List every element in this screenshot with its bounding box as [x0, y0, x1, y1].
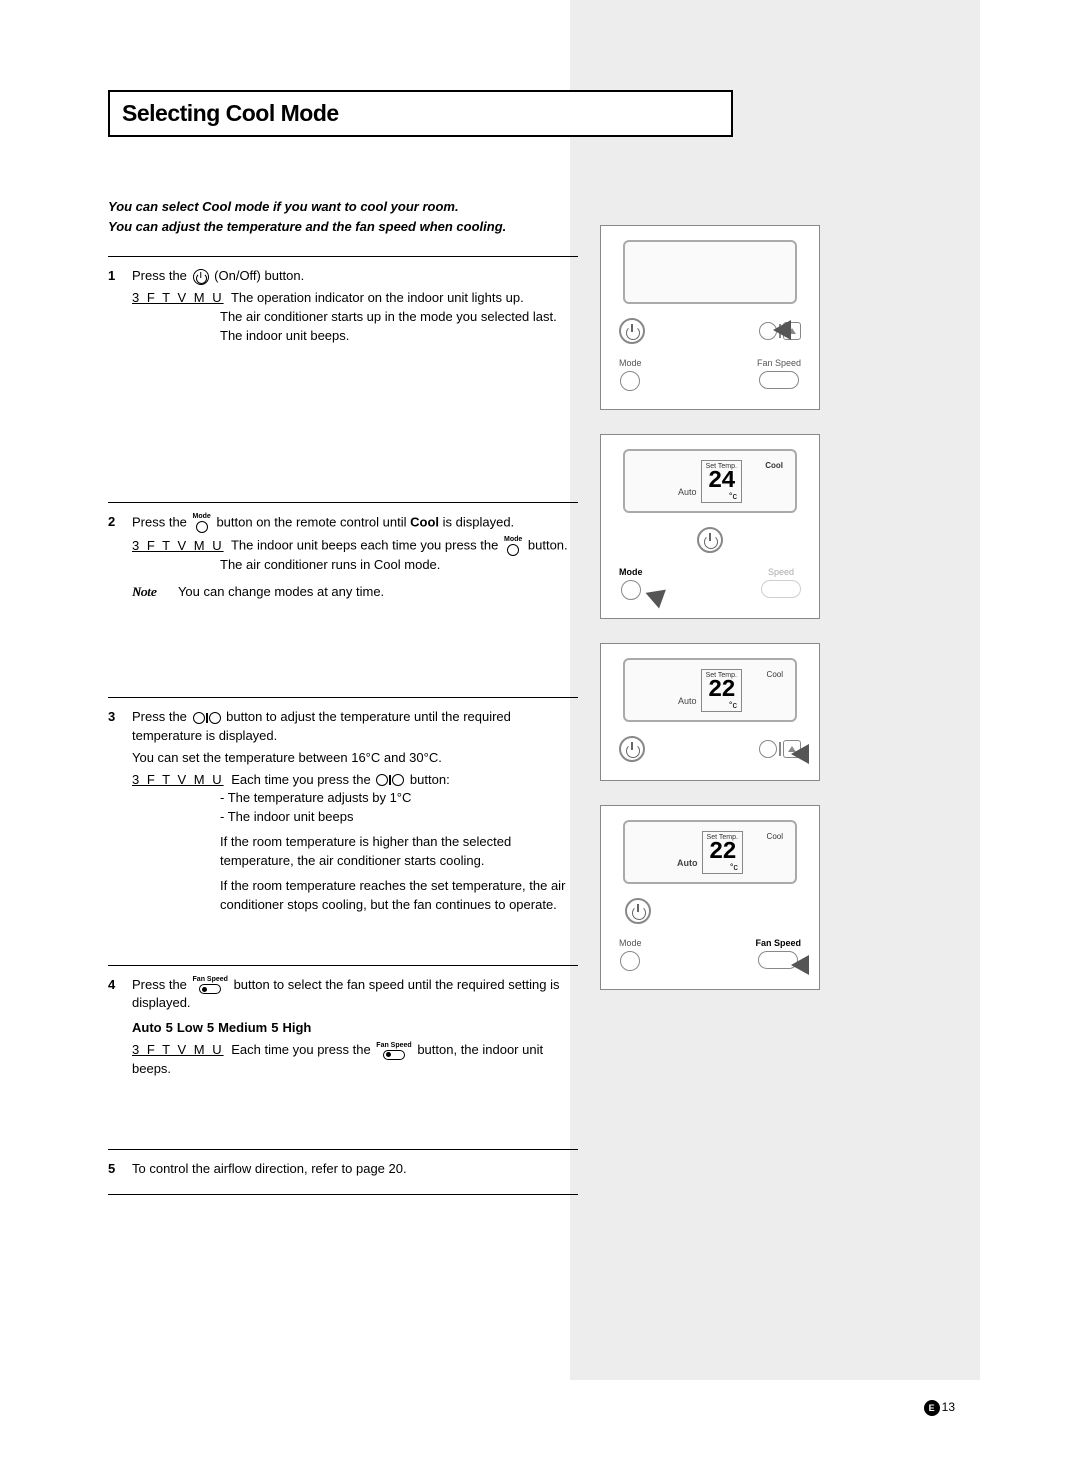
auto-label: Auto: [677, 858, 698, 868]
temperature-adjust-icon: [376, 774, 404, 786]
step-2: 2 Press the Mode button on the remote co…: [108, 502, 578, 697]
temp-display: Set Temp. 22 °c: [702, 831, 743, 874]
remote-diagrams: Mode Fan Speed Cool Auto Set Temp. 24 °c: [600, 225, 820, 1014]
step-4-result: 3 F T V M U Each time you press the Fan …: [132, 1041, 578, 1079]
result-label: 3 F T V M U: [132, 772, 224, 787]
auto-label: Auto: [678, 487, 697, 497]
remote-diagram-2: Cool Auto Set Temp. 24 °c Mode Speed: [600, 434, 820, 619]
note-label: Note: [132, 584, 157, 599]
step-2-instruction: Press the Mode button on the remote cont…: [132, 513, 578, 533]
step-4-instruction: Press the Fan Speed button to select the…: [132, 976, 578, 1014]
result-label: 3 F T V M U: [132, 538, 224, 553]
pointer-icon: [773, 320, 791, 340]
mode-button-icon: Mode: [619, 938, 642, 971]
title-box: Selecting Cool Mode: [108, 90, 733, 137]
fan-speed-icon: Fan Speed: [193, 976, 228, 994]
step-number: 3: [108, 708, 132, 952]
step-4: 4 Press the Fan Speed button to select t…: [108, 965, 578, 1149]
power-icon: [193, 269, 209, 285]
step-2-note: Note You can change modes at any time.: [132, 583, 578, 602]
auto-label: Auto: [678, 696, 697, 706]
step-body: Press the (On/Off) button. 3 F T V M U T…: [132, 267, 578, 490]
mode-button-icon: Mode: [619, 567, 643, 600]
step-number: 5: [108, 1160, 132, 1182]
power-button-icon: [619, 318, 645, 344]
step-5: 5 To control the airflow direction, refe…: [108, 1149, 578, 1195]
step-body: To control the airflow direction, refer …: [132, 1160, 578, 1182]
step-2-result: 3 F T V M U The indoor unit beeps each t…: [132, 536, 578, 575]
intro-line-1: You can select Cool mode if you want to …: [108, 197, 968, 217]
step-body: Press the Mode button on the remote cont…: [132, 513, 578, 685]
power-button-icon: [619, 736, 645, 762]
step-body: Press the Fan Speed button to select the…: [132, 976, 578, 1137]
pointer-icon: [791, 955, 809, 975]
mode-icon: Mode: [193, 513, 211, 533]
temperature-adjust-icon: [193, 712, 221, 724]
remote-screen: [623, 240, 797, 304]
power-button-icon: [697, 527, 723, 553]
page-title: Selecting Cool Mode: [122, 100, 719, 127]
remote-screen: Cool Auto Set Temp. 24 °c: [623, 449, 797, 513]
step-3: 3 Press the button to adjust the tempera…: [108, 697, 578, 964]
step-number: 2: [108, 513, 132, 685]
mode-button-icon: Mode: [619, 358, 642, 391]
page-prefix-icon: E: [924, 1400, 940, 1416]
temp-display: Set Temp. 22 °c: [701, 669, 742, 712]
pointer-icon: [791, 744, 809, 764]
step-body: Press the button to adjust the temperatu…: [132, 708, 578, 952]
step-number: 1: [108, 267, 132, 490]
fan-speed-icon: Fan Speed: [376, 1042, 411, 1060]
page-content: Selecting Cool Mode You can select Cool …: [108, 90, 968, 1195]
page-number: E13: [924, 1400, 955, 1416]
fan-speed-button-icon: Speed: [761, 567, 801, 598]
remote-screen: Cool Auto Set Temp. 22 °c: [623, 658, 797, 722]
intro-line-2: You can adjust the temperature and the f…: [108, 217, 968, 237]
step-1-result: 3 F T V M U The operation indicator on t…: [132, 289, 578, 346]
cool-indicator: Cool: [767, 832, 783, 841]
temp-range: You can set the temperature between 16°C…: [132, 749, 578, 768]
temp-display: Set Temp. 24 °c: [701, 460, 742, 503]
remote-diagram-4: Cool Auto Set Temp. 22 °c Mode Fan Speed: [600, 805, 820, 990]
result-label: 3 F T V M U: [132, 290, 224, 305]
steps-list: 1 Press the (On/Off) button. 3 F T V M U…: [108, 256, 578, 1195]
mode-icon: Mode: [504, 536, 522, 556]
intro-text: You can select Cool mode if you want to …: [108, 197, 968, 236]
fan-speed-button-icon: Fan Speed: [757, 358, 801, 389]
cool-indicator: Cool: [767, 670, 783, 679]
step-5-instruction: To control the airflow direction, refer …: [132, 1160, 578, 1179]
step-number: 4: [108, 976, 132, 1137]
step-3-instruction: Press the button to adjust the temperatu…: [132, 708, 578, 746]
remote-diagram-3: Cool Auto Set Temp. 22 °c: [600, 643, 820, 781]
remote-diagram-1: Mode Fan Speed: [600, 225, 820, 410]
power-button-icon: [625, 898, 651, 924]
remote-screen: Cool Auto Set Temp. 22 °c: [623, 820, 797, 884]
step-3-result: 3 F T V M U Each time you press the butt…: [132, 771, 578, 915]
result-label: 3 F T V M U: [132, 1042, 224, 1057]
step-1: 1 Press the (On/Off) button. 3 F T V M U…: [108, 256, 578, 502]
step-1-instruction: Press the (On/Off) button.: [132, 267, 578, 286]
fan-speed-sequence: Auto5Low5Medium5High: [132, 1019, 578, 1038]
cool-indicator: Cool: [765, 461, 783, 470]
